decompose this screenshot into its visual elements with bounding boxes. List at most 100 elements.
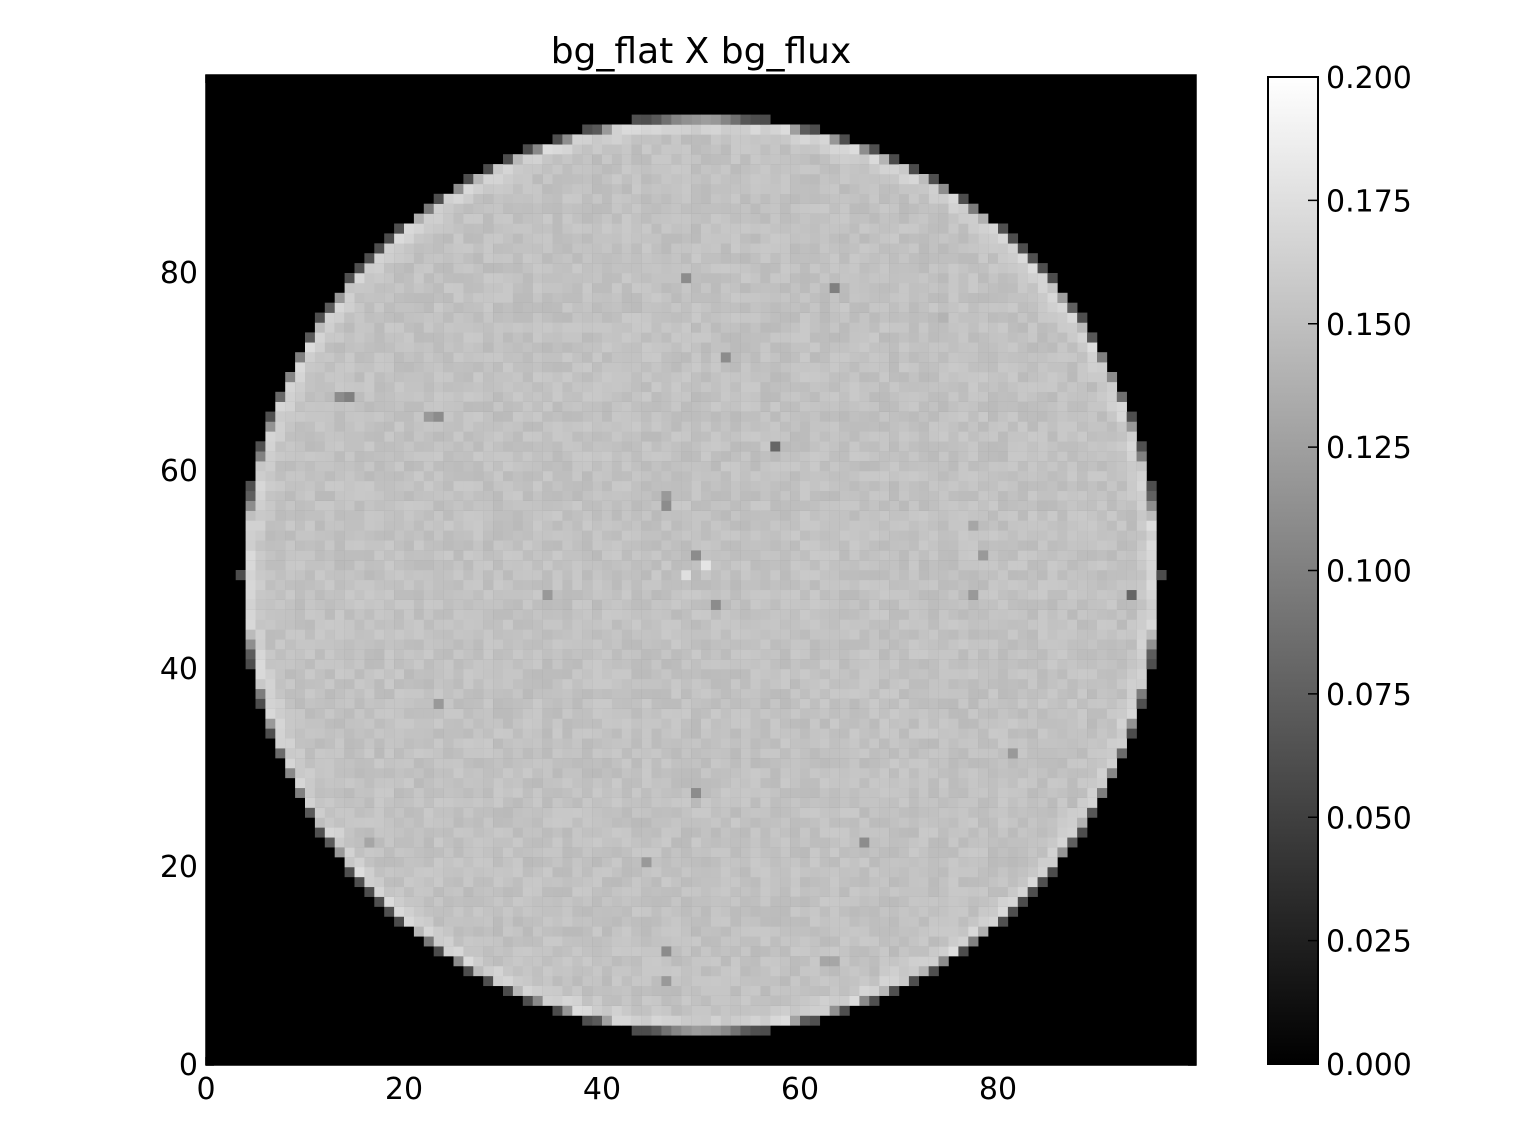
heatmap-cell — [611, 609, 623, 620]
heatmap-cell — [819, 550, 830, 561]
heatmap-cell — [463, 728, 474, 739]
heatmap-cell — [265, 471, 276, 482]
heatmap-cell — [889, 708, 900, 719]
heatmap-cell — [1067, 738, 1078, 749]
heatmap-cell — [889, 886, 900, 897]
heatmap-cell — [720, 738, 731, 749]
heatmap-cell — [1146, 639, 1157, 650]
heatmap-cell — [681, 886, 692, 897]
heatmap-cell — [1126, 520, 1137, 531]
heatmap-cell — [928, 599, 939, 610]
heatmap-cell — [384, 411, 395, 422]
heatmap-cell — [1007, 876, 1019, 888]
heatmap-cell — [1067, 471, 1078, 482]
heatmap-cell — [671, 797, 682, 808]
heatmap-cell — [562, 787, 573, 798]
heatmap-cell — [384, 758, 395, 769]
heatmap-cell — [324, 471, 335, 482]
heatmap-cell — [503, 629, 514, 640]
heatmap-cell — [582, 926, 593, 937]
heatmap-cell — [948, 471, 959, 482]
heatmap-cell — [948, 659, 959, 670]
heatmap-cell — [621, 431, 632, 442]
heatmap-cell — [978, 797, 989, 808]
heatmap-cell — [1126, 560, 1137, 571]
heatmap-cell — [522, 579, 533, 591]
heatmap-cell — [1106, 659, 1118, 670]
heatmap-cell — [1057, 718, 1068, 729]
heatmap-cell — [978, 867, 989, 878]
heatmap-cell — [562, 669, 573, 680]
heatmap-cell — [1047, 441, 1058, 452]
heatmap-cell — [829, 688, 840, 699]
heatmap-cell — [948, 540, 959, 551]
heatmap-cell — [998, 758, 1009, 769]
heatmap-cell — [681, 570, 692, 581]
heatmap-cell — [473, 867, 484, 878]
heatmap-cell — [542, 570, 553, 581]
heatmap-cell — [364, 461, 375, 472]
heatmap-cell — [1097, 748, 1108, 759]
heatmap-cell — [899, 401, 910, 412]
heatmap-cell — [423, 451, 434, 462]
heatmap-cell — [701, 698, 712, 709]
heatmap-cell — [621, 847, 632, 858]
heatmap-cell — [819, 956, 830, 967]
heatmap-cell — [1106, 688, 1118, 699]
heatmap-cell — [621, 916, 632, 927]
heatmap-cell — [354, 570, 365, 581]
heatmap-cell — [978, 758, 989, 769]
heatmap-cell — [978, 530, 989, 541]
heatmap-cell — [770, 807, 781, 818]
heatmap-cell — [493, 550, 504, 561]
heatmap-cell — [889, 451, 900, 462]
heatmap-cell — [285, 609, 296, 620]
heatmap-cell — [631, 787, 642, 798]
heatmap-cell — [1136, 461, 1147, 472]
heatmap-cell — [1027, 817, 1038, 828]
heatmap-cell — [790, 966, 801, 977]
heatmap-cell — [948, 916, 959, 927]
heatmap-cell — [879, 916, 890, 927]
heatmap-cell — [611, 787, 623, 798]
heatmap-cell — [314, 480, 326, 492]
heatmap-cell — [780, 451, 791, 462]
heatmap-cell — [404, 441, 415, 452]
heatmap-cell — [503, 738, 514, 749]
heatmap-cell — [423, 530, 434, 541]
heatmap-cell — [681, 441, 692, 452]
heatmap-cell — [324, 817, 335, 828]
heatmap-cell — [394, 510, 405, 521]
heatmap-cell — [849, 748, 860, 759]
heatmap-cell — [473, 817, 484, 828]
heatmap-cell — [503, 916, 514, 927]
heatmap-cell — [849, 956, 860, 967]
heatmap-cell — [671, 906, 682, 917]
heatmap-cell — [899, 411, 910, 422]
heatmap-cell — [968, 669, 979, 680]
heatmap-cell — [681, 461, 692, 472]
heatmap-cell — [849, 946, 860, 957]
heatmap-cell — [1087, 629, 1098, 640]
heatmap-cell — [602, 847, 613, 858]
heatmap-cell — [413, 441, 425, 452]
heatmap-cell — [681, 401, 692, 412]
heatmap-cell — [760, 698, 771, 709]
heatmap-cell — [661, 421, 672, 432]
heatmap-cell — [899, 520, 910, 531]
heatmap-cell — [651, 777, 662, 789]
heatmap-cell — [710, 461, 722, 472]
heatmap-cell — [641, 421, 652, 432]
heatmap-cell — [790, 975, 801, 987]
heatmap-cell — [691, 857, 702, 868]
heatmap-cell — [542, 906, 553, 917]
heatmap-cell — [1057, 837, 1068, 848]
heatmap-cell — [671, 857, 682, 868]
heatmap-cell — [1116, 471, 1127, 482]
heatmap-cell — [760, 1025, 771, 1036]
heatmap-cell — [968, 867, 979, 878]
heatmap-cell — [671, 956, 682, 967]
heatmap-cell — [532, 748, 543, 759]
heatmap-cell — [1057, 698, 1068, 709]
heatmap-cell — [760, 807, 771, 818]
